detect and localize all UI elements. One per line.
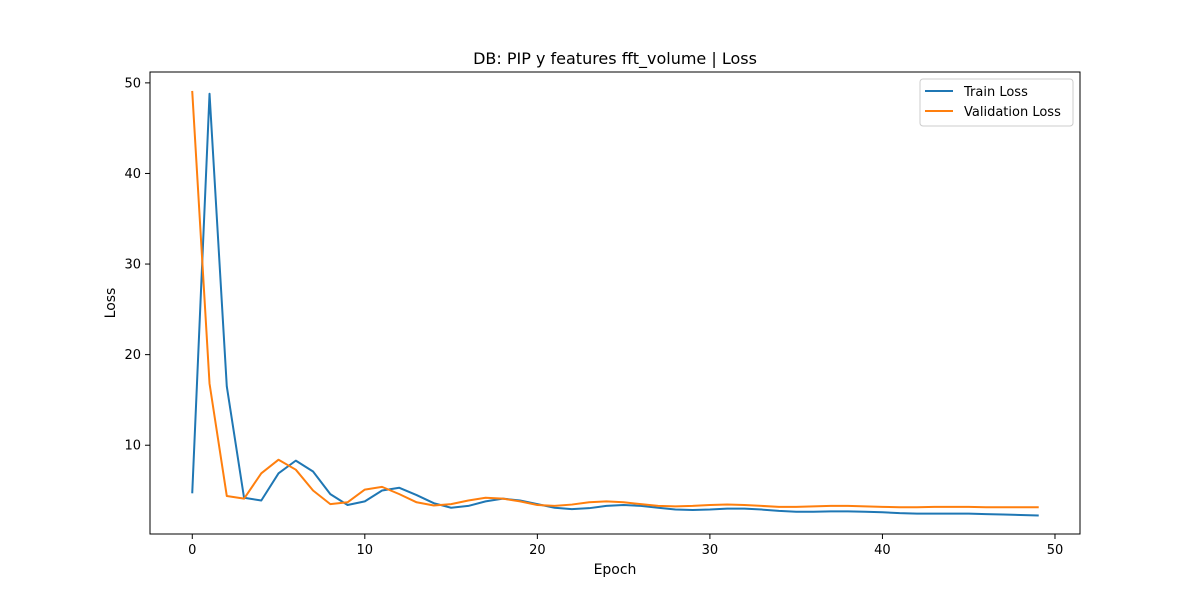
legend-label: Train Loss — [963, 85, 1028, 100]
x-tick-label: 40 — [874, 543, 891, 558]
y-tick-label: 20 — [124, 348, 141, 363]
y-tick-label: 50 — [124, 76, 141, 91]
x-tick-label: 50 — [1047, 543, 1064, 558]
plot-area — [191, 90, 1039, 517]
axes-frame — [149, 71, 1081, 535]
x-tick-label: 30 — [702, 543, 719, 558]
y-axis-ticks: 10 20 30 40 50 — [124, 76, 150, 454]
series-line-train-loss — [191, 92, 1039, 517]
x-axis-ticks: 0 10 20 30 40 50 — [188, 534, 1063, 558]
y-tick-label: 40 — [124, 167, 141, 182]
x-axis-label: Epoch — [594, 562, 637, 578]
legend: Train Loss Validation Loss — [919, 78, 1074, 127]
series-line-validation-loss — [191, 90, 1039, 509]
legend-box — [919, 78, 1074, 127]
y-tick-label: 10 — [124, 439, 141, 454]
chart-title: DB: PIP y features fft_volume | Loss — [473, 49, 757, 69]
y-tick-label: 30 — [124, 258, 141, 273]
x-tick-label: 20 — [529, 543, 546, 558]
y-axis-label: Loss — [103, 288, 119, 319]
x-tick-label: 10 — [357, 543, 374, 558]
x-tick-label: 0 — [188, 543, 196, 558]
legend-label: Validation Loss — [964, 105, 1061, 120]
